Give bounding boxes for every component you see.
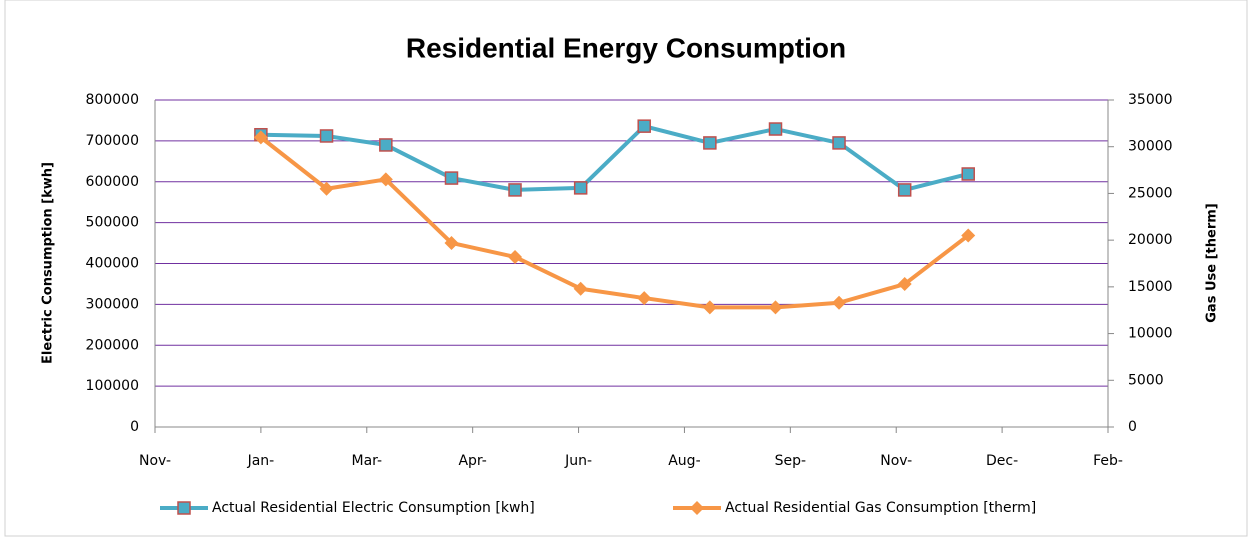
marker [573,281,588,296]
marker [832,136,846,150]
series-line [259,135,970,310]
marker [573,181,588,195]
y2-tick-label: 15000 [1128,279,1173,295]
marker [768,300,783,315]
legend-label: Actual Residential Gas Consumption [ther… [725,500,1036,516]
marker [253,130,268,145]
y-tick-label: 400000 [86,256,139,272]
x-tick-label: Sep- [775,453,806,469]
chart-border [4,0,1248,537]
y2-tick-label: 0 [1128,419,1137,435]
y-tick-label: 500000 [86,215,139,231]
y-tick-label: 200000 [86,337,139,353]
x-tick-label: Aug- [668,453,700,469]
marker [768,122,783,136]
y-tick-label: 100000 [86,378,139,394]
marker [508,249,523,264]
marker [444,235,459,250]
marker [637,119,651,133]
chart-title: Residential Energy Consumption [406,32,846,63]
y2-tick-label: 25000 [1128,185,1173,201]
marker [637,291,652,306]
x-tick-label: Feb- [1093,453,1123,469]
marker [378,172,393,187]
y2-axis-label: Gas Use [therm] [1205,203,1220,322]
x-tick-label: Jun- [564,453,592,469]
marker [319,129,334,143]
marker [703,136,717,150]
y-tick-label: 800000 [86,92,139,108]
x-tick-label: Jan- [247,453,275,469]
marker [508,183,522,197]
x-tick-label: Mar- [351,453,382,469]
x-tick-label: Apr- [458,453,486,469]
marker [702,300,717,315]
marker [832,295,847,310]
x-tick-label: Dec- [986,453,1018,469]
series-line [260,124,969,192]
marker [897,183,912,197]
y2-tick-label: 35000 [1128,92,1173,108]
y2-tick-label: 20000 [1128,232,1173,248]
y-tick-label: 600000 [86,174,139,190]
legend-label: Actual Residential Electric Consumption … [212,500,535,516]
y-tick-label: 700000 [86,133,139,149]
y2-tick-label: 10000 [1128,326,1173,342]
marker [897,277,912,292]
legend-marker [690,501,704,515]
marker [444,171,459,185]
marker [961,167,975,181]
marker [961,228,976,243]
y2-tick-label: 5000 [1128,372,1164,388]
marker [319,181,334,196]
y-tick-label: 0 [130,419,139,435]
x-tick-label: Nov- [880,453,912,469]
marker [379,138,393,152]
y2-tick-label: 30000 [1128,139,1173,155]
y-tick-label: 300000 [86,296,139,312]
y-axis-label: Electric Consumption [kwh] [41,162,56,364]
x-tick-label: Nov- [139,453,171,469]
legend-marker [177,501,191,515]
